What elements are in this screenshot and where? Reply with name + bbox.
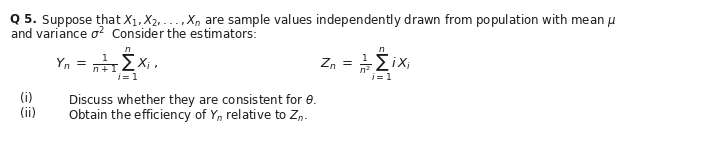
Text: $Y_n \; = \; \frac{1}{n+1}\sum_{i=1}^{n} X_i$ ,: $Y_n \; = \; \frac{1}{n+1}\sum_{i=1}^{n}…	[55, 46, 159, 84]
Text: $Z_n \; = \; \frac{1}{n^2}\sum_{i=1}^{n} i\, X_i$: $Z_n \; = \; \frac{1}{n^2}\sum_{i=1}^{n}…	[320, 46, 411, 84]
Text: Obtain the efficiency of $Y_n$ relative to $Z_n$.: Obtain the efficiency of $Y_n$ relative …	[68, 107, 307, 124]
Text: (ii): (ii)	[20, 107, 36, 120]
Text: Discuss whether they are consistent for $\theta$.: Discuss whether they are consistent for …	[68, 92, 317, 109]
Text: Suppose that $X_1, X_2, ..., X_n$ are sample values independently drawn from pop: Suppose that $X_1, X_2, ..., X_n$ are sa…	[38, 12, 616, 29]
Text: and variance $\sigma^2$  Consider the estimators:: and variance $\sigma^2$ Consider the est…	[10, 26, 257, 43]
Text: Q 5.: Q 5.	[10, 12, 37, 25]
Text: (i): (i)	[20, 92, 32, 105]
